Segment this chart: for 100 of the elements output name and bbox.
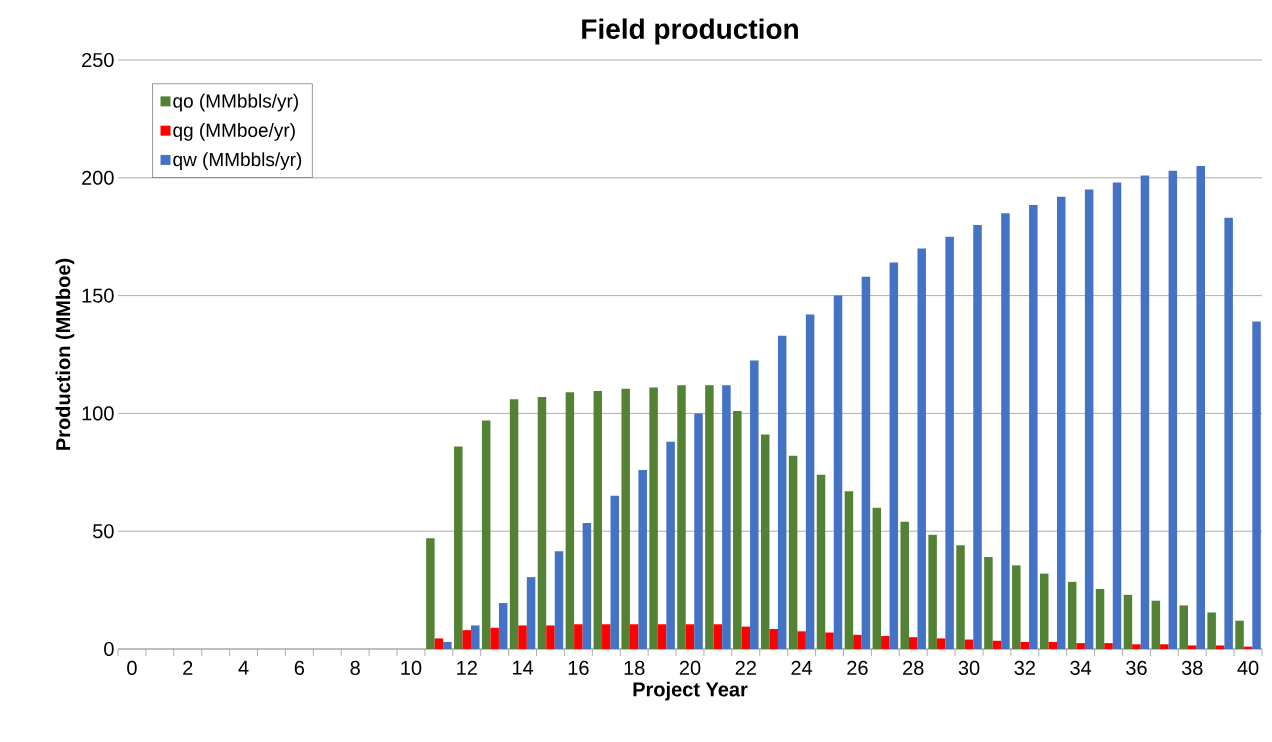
bar xyxy=(945,236,954,649)
bar xyxy=(1056,196,1066,649)
bar xyxy=(509,399,519,649)
bar xyxy=(565,392,575,649)
bar xyxy=(498,603,508,649)
y-tick-label: 200 xyxy=(82,170,114,185)
bar xyxy=(956,545,965,649)
bar xyxy=(1224,217,1233,649)
x-tick-label: 26 xyxy=(847,660,868,675)
bar xyxy=(657,624,667,649)
x-tick-label: 22 xyxy=(735,660,756,675)
y-tick-label: 250 xyxy=(82,52,114,68)
x-tick-label: 0 xyxy=(127,660,137,675)
bar xyxy=(973,224,982,649)
bar xyxy=(593,391,603,649)
y-axis-title: Production (MMboe) xyxy=(55,258,75,450)
bar xyxy=(462,630,472,649)
legend-label: qw (MMbbls/yr) xyxy=(173,152,302,170)
bar xyxy=(741,626,751,649)
bar xyxy=(426,538,435,649)
bar xyxy=(825,632,834,649)
bar xyxy=(788,455,798,649)
bar xyxy=(816,474,826,649)
x-tick-label: 40 xyxy=(1237,660,1259,675)
bar xyxy=(649,387,658,649)
bar xyxy=(1168,170,1178,649)
bar xyxy=(1112,182,1122,649)
bar xyxy=(666,441,675,649)
x-tick-label: 28 xyxy=(903,660,924,675)
bar xyxy=(526,577,536,649)
y-tick-label: 100 xyxy=(82,406,114,421)
bar xyxy=(1012,565,1021,649)
bar xyxy=(1132,644,1141,649)
x-tick-label: 34 xyxy=(1070,660,1092,675)
x-tick-label: 12 xyxy=(457,660,477,675)
bar xyxy=(677,385,686,649)
bar xyxy=(833,295,843,649)
bar xyxy=(1196,166,1205,649)
bar xyxy=(518,625,527,649)
bar xyxy=(928,534,937,649)
bar xyxy=(629,624,639,649)
bar xyxy=(1029,204,1038,649)
bar xyxy=(861,276,871,649)
bar xyxy=(434,638,444,649)
bar xyxy=(881,636,890,649)
bar xyxy=(1140,175,1150,649)
x-tick-label: 36 xyxy=(1126,660,1147,675)
bar xyxy=(705,385,714,649)
bar xyxy=(685,624,695,649)
x-tick-label: 30 xyxy=(958,660,980,675)
x-tick-label: 24 xyxy=(791,660,813,675)
bar xyxy=(694,413,703,649)
x-tick-label: 6 xyxy=(294,660,305,675)
bar xyxy=(992,640,1002,649)
bar xyxy=(1020,641,1030,649)
y-tick-label: 0 xyxy=(104,641,114,657)
bar xyxy=(1207,612,1216,649)
bar xyxy=(1076,643,1085,649)
bar xyxy=(1123,594,1133,649)
bar xyxy=(777,335,787,649)
bar xyxy=(554,551,564,649)
bar xyxy=(1179,605,1188,649)
bar xyxy=(1067,581,1077,649)
bar xyxy=(1160,644,1169,649)
bar xyxy=(443,641,452,649)
bar xyxy=(1215,645,1225,649)
bar xyxy=(1235,620,1244,649)
bar xyxy=(490,627,499,649)
bar xyxy=(1187,645,1197,649)
bar xyxy=(1252,321,1261,649)
bar xyxy=(917,248,926,649)
bar xyxy=(1048,641,1057,649)
bar xyxy=(900,521,909,649)
bar xyxy=(546,625,555,649)
bar xyxy=(750,360,759,649)
bar xyxy=(964,639,974,649)
x-tick-label: 4 xyxy=(238,660,249,675)
bar xyxy=(733,411,742,649)
chart-title: Field production xyxy=(582,18,798,45)
x-tick-label: 18 xyxy=(624,660,645,675)
bar xyxy=(481,420,491,649)
x-tick-label: 14 xyxy=(512,660,534,675)
bar xyxy=(722,385,731,649)
x-axis-title: Project Year xyxy=(633,681,748,701)
bar xyxy=(713,624,723,649)
bar xyxy=(872,507,882,649)
x-tick-label: 20 xyxy=(679,660,701,675)
bar xyxy=(844,491,854,649)
y-tick-label: 150 xyxy=(82,288,114,303)
x-tick-label: 10 xyxy=(401,660,422,675)
bar xyxy=(574,624,583,649)
bar xyxy=(1039,573,1049,649)
bar xyxy=(936,638,946,649)
bar xyxy=(454,446,463,649)
bar xyxy=(797,631,806,649)
bar xyxy=(769,628,778,649)
y-tick-label: 50 xyxy=(93,524,114,539)
bar xyxy=(889,262,899,649)
bar xyxy=(537,396,547,649)
bar xyxy=(582,522,592,649)
